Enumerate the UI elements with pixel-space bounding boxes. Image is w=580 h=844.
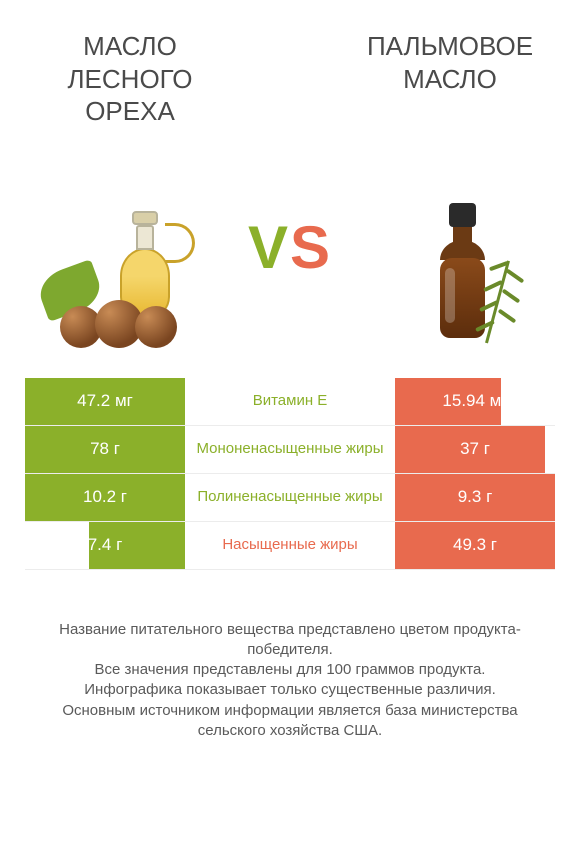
right-value: 37 г xyxy=(460,439,490,459)
footer-line: Все значения представлены для 100 граммо… xyxy=(30,660,550,680)
nutrient-label: Насыщенные жиры xyxy=(185,522,395,569)
left-value-cell: 47.2 мг xyxy=(25,378,185,425)
left-value-cell: 78 г xyxy=(25,426,185,473)
vs-v: V xyxy=(248,214,290,281)
table-row: 47.2 мг Витамин E 15.94 мг xyxy=(25,378,555,426)
right-value: 15.94 мг xyxy=(442,391,507,411)
table-row: 7.4 г Насыщенные жиры 49.3 г xyxy=(25,522,555,570)
nutrient-label: Витамин E xyxy=(185,378,395,425)
left-value-cell: 10.2 г xyxy=(25,474,185,521)
table-row: 10.2 г Полиненасыщенные жиры 9.3 г xyxy=(25,474,555,522)
footer-line: Название питательного вещества представл… xyxy=(30,620,550,661)
vs-s: S xyxy=(290,214,332,281)
comparison-table: 47.2 мг Витамин E 15.94 мг 78 г Мононенасыще… xyxy=(25,378,555,570)
right-value: 9.3 г xyxy=(458,487,493,507)
footer-line: Инфографика показывает только существенн… xyxy=(30,680,550,700)
right-product-image xyxy=(360,148,560,348)
vs-label: VS xyxy=(248,213,332,282)
right-value-cell: 15.94 мг xyxy=(395,378,555,425)
right-value: 49.3 г xyxy=(453,535,497,555)
table-row: 78 г Мононенасыщенные жиры 37 г xyxy=(25,426,555,474)
right-value-cell: 37 г xyxy=(395,426,555,473)
left-product-image xyxy=(20,148,220,348)
image-row: VS xyxy=(20,148,560,348)
footer-notes: Название питательного вещества представл… xyxy=(30,620,550,742)
footer-line: Основным источником информации является … xyxy=(30,701,550,742)
right-product-title: Пальмовое масло xyxy=(340,30,560,95)
left-value: 7.4 г xyxy=(88,535,123,555)
nutrient-label: Мононенасыщенные жиры xyxy=(185,426,395,473)
left-value: 78 г xyxy=(90,439,120,459)
header-row: Масло лесного ореха Пальмовое масло xyxy=(20,30,560,128)
left-value-cell: 7.4 г xyxy=(25,522,185,569)
left-value: 47.2 мг xyxy=(77,391,133,411)
right-value-cell: 9.3 г xyxy=(395,474,555,521)
left-value: 10.2 г xyxy=(83,487,127,507)
nutrient-label: Полиненасыщенные жиры xyxy=(185,474,395,521)
right-value-cell: 49.3 г xyxy=(395,522,555,569)
left-product-title: Масло лесного ореха xyxy=(20,30,240,128)
